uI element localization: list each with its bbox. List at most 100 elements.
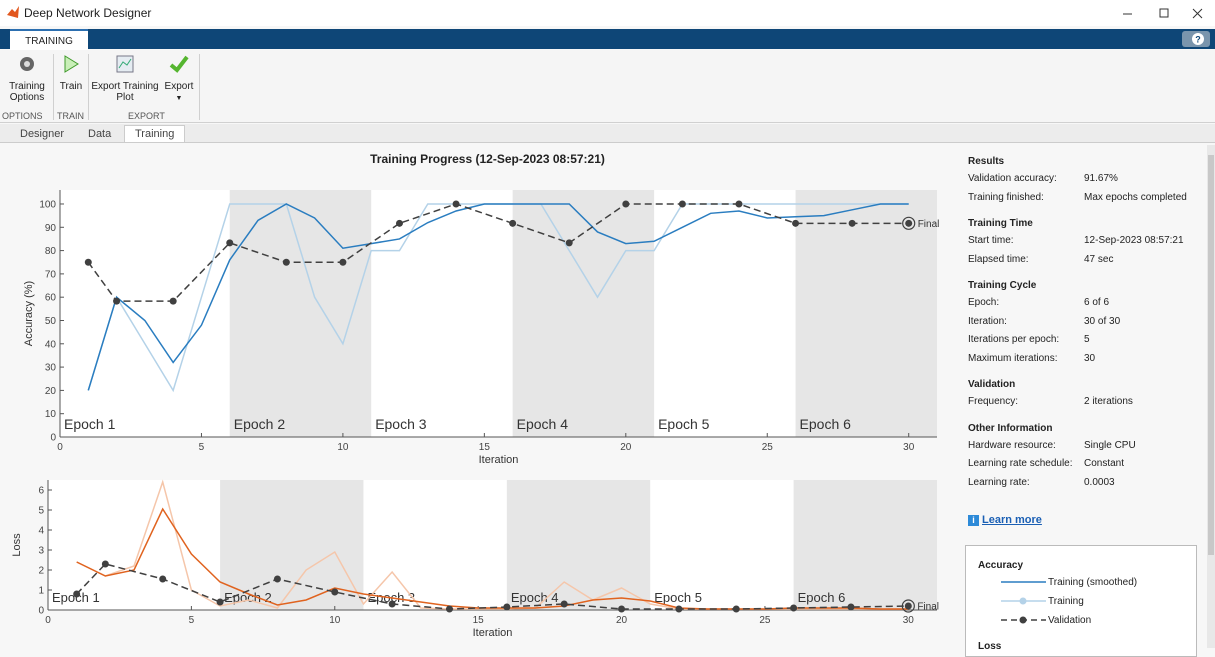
series-marker [678,200,686,208]
info-label: Learning rate schedule: [968,458,1073,469]
epoch-shade [229,190,372,437]
window-title: Deep Network Designer [24,6,152,20]
epoch-label: Epoch 2 [234,416,286,432]
final-label: Final [918,219,940,230]
info-value: Max epochs completed [1084,191,1187,203]
series-marker [445,605,453,613]
doc-tab[interactable]: Designer [20,128,65,140]
info-label: Start time: [968,235,1014,246]
epoch-label: Epoch 6 [800,416,852,432]
section-heading: Results [968,156,1005,167]
epoch-shade [795,190,937,437]
y-tick-label: 4 [38,526,44,537]
export-button[interactable]: Export ▼ [162,54,196,103]
scrollbar[interactable] [1207,145,1215,648]
y-tick-label: 50 [45,316,57,327]
window-controls[interactable] [1110,4,1210,22]
info-value: 91.67% [1084,173,1118,184]
epoch-label: Epoch 1 [52,590,100,605]
series-marker [282,258,290,266]
doc-tab[interactable]: Training [124,125,186,142]
x-tick-label: 30 [903,442,915,453]
series-marker [904,602,912,610]
ribbon-tab[interactable]: TRAINING [10,29,88,50]
help-button[interactable]: ? [1180,30,1212,48]
series-marker [503,603,511,611]
series-marker [847,603,855,611]
series-marker [560,600,568,608]
legend-entry: Training [1048,596,1084,607]
y-tick-label: 20 [45,386,57,397]
info-row: Elapsed time: 47 sec [968,251,1204,270]
learn-more-link[interactable]: i Learn more [968,514,1042,526]
section-heading: Training Cycle [968,280,1037,291]
training-options-button[interactable]: Training Options [4,54,50,103]
info-value: 5 [1084,334,1090,345]
y-axis-label: Accuracy (%) [23,281,35,346]
info-row: Maximum iterations: 30 [968,350,1204,369]
series-marker [565,239,573,247]
series-marker [84,258,92,266]
info-label: Frequency: [968,396,1019,407]
x-tick-label: 25 [762,442,774,453]
section-heading: Other Information [968,422,1053,434]
series-marker [73,590,81,598]
section-heading: Training Time [968,218,1033,229]
series-marker [622,200,630,208]
y-tick-label: 3 [38,546,44,557]
final-marker [902,216,916,230]
info-value: 12-Sep-2023 08:57:21 [1084,235,1184,246]
y-tick-label: 5 [38,506,44,517]
button-label: Train [59,81,83,92]
info-row: Epoch: 6 of 6 [968,294,1204,313]
y-tick-label: 70 [45,269,57,280]
epoch-label: Epoch 5 [654,590,702,605]
info-value: 30 of 30 [1084,315,1121,327]
series-marker [905,219,913,227]
series-marker [101,560,109,568]
x-tick-label: 0 [57,442,63,453]
export-plot-button[interactable]: Export Training Plot [90,54,160,103]
section-label: OPTIONS [2,111,43,121]
info-row: Iteration: 30 of 30 [968,313,1204,332]
check-icon [169,55,189,73]
x-tick-label: 10 [329,615,341,626]
y-tick-label: 100 [39,199,56,210]
plot-icon [116,55,134,73]
y-tick-label: 10 [45,409,57,420]
info-row: Iterations per epoch: 5 [968,331,1204,350]
button-label: Export Training Plot [91,81,159,103]
series-marker [226,239,234,247]
series-line [76,563,909,610]
train-button[interactable]: Train [56,54,86,92]
series-marker [216,598,224,606]
x-tick-label: 5 [189,615,195,626]
epoch-label: Epoch 4 [517,416,569,432]
info-label: Maximum iterations: [968,352,1058,364]
series-marker [732,605,740,613]
y-tick-label: 80 [45,246,57,257]
info-label: Iteration: [968,315,1007,327]
info-label: Validation accuracy: [968,173,1057,184]
epoch-label: Epoch 4 [511,590,559,605]
series-marker [273,575,281,583]
series-marker [509,219,517,227]
series-marker [331,588,339,596]
doc-tab[interactable]: Data [88,128,112,140]
epoch-label: Epoch 6 [798,590,846,605]
x-tick-label: 20 [620,442,632,453]
y-tick-label: 90 [45,223,57,234]
gear-icon [20,57,34,71]
epoch-shade [512,190,655,437]
series-marker [452,200,460,208]
info-value: 2 iterations [1084,396,1133,407]
x-tick-label: 0 [45,615,51,626]
section-label: EXPORT [128,111,165,121]
series-line [87,203,909,391]
section-label: TRAIN [57,111,84,121]
series-marker [735,200,743,208]
y-tick-label: 1 [38,586,44,597]
info-value: Single CPU [1084,439,1136,451]
section-heading: Validation [968,379,1016,390]
